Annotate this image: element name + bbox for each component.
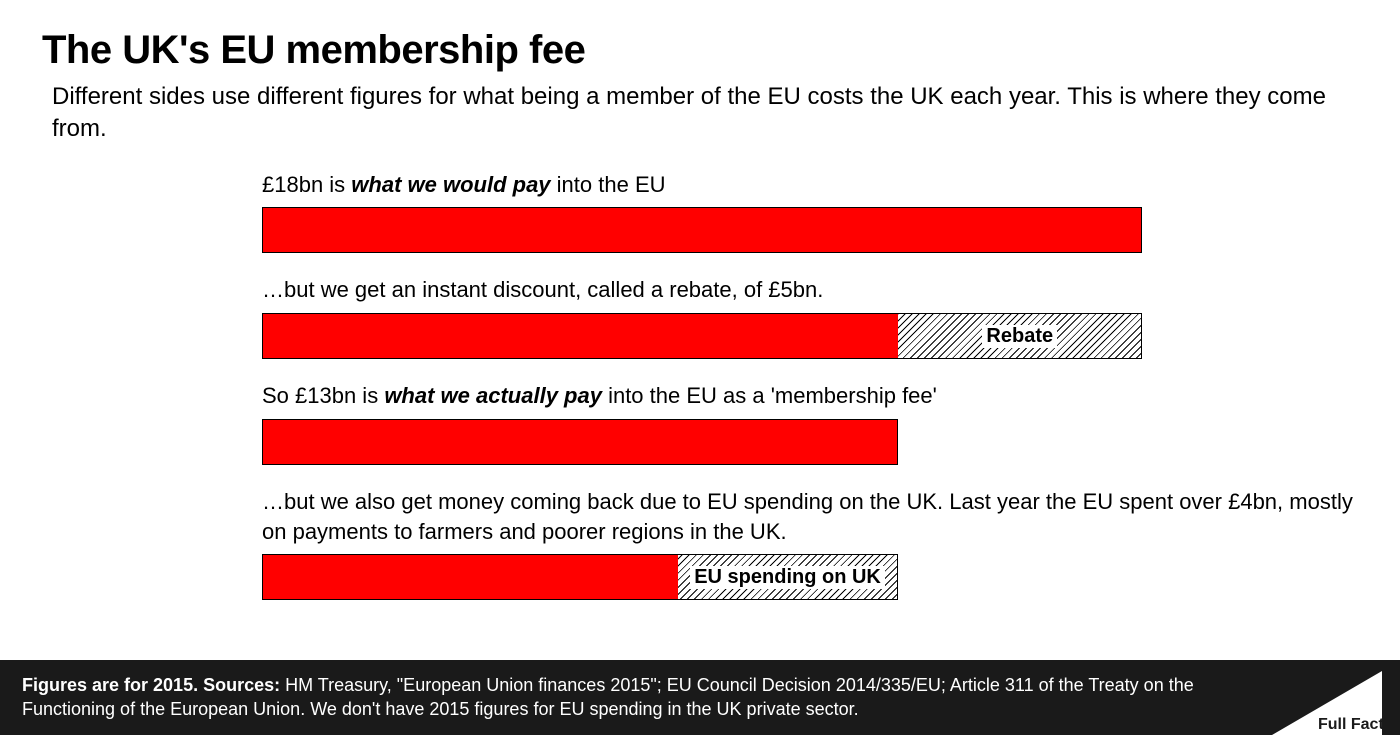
bar-outline: [262, 313, 1142, 359]
bars-container: £18bn is what we would pay into the EU …b…: [42, 170, 1358, 600]
bar-row: Rebate: [262, 313, 1142, 359]
svg-text:Full Fact: Full Fact: [1318, 716, 1382, 733]
bar-label: …but we get an instant discount, called …: [262, 275, 1358, 305]
bar-row: EU spending on UK: [262, 554, 898, 600]
subtitle: Different sides use different figures fo…: [42, 81, 1358, 146]
fullfact-logo: Full Fact: [1272, 671, 1382, 735]
bar-row: [262, 207, 1142, 253]
bar-row: [262, 419, 898, 465]
footer-bold: Figures are for 2015. Sources:: [22, 675, 285, 695]
bar-label: So £13bn is what we actually pay into th…: [262, 381, 1358, 411]
footer-text: Figures are for 2015. Sources: HM Treasu…: [22, 674, 1222, 721]
bar-label: …but we also get money coming back due t…: [262, 487, 1358, 546]
footer: Figures are for 2015. Sources: HM Treasu…: [0, 660, 1400, 735]
bar-outline: [262, 419, 898, 465]
bar-block: …but we also get money coming back due t…: [262, 487, 1358, 600]
bar-block: So £13bn is what we actually pay into th…: [262, 381, 1358, 465]
bar-outline: [262, 554, 898, 600]
bar-block: £18bn is what we would pay into the EU: [262, 170, 1358, 254]
bar-label: £18bn is what we would pay into the EU: [262, 170, 1358, 200]
bar-block: …but we get an instant discount, called …: [262, 275, 1358, 359]
bar-outline: [262, 207, 1142, 253]
page-title: The UK's EU membership fee: [42, 28, 1358, 73]
